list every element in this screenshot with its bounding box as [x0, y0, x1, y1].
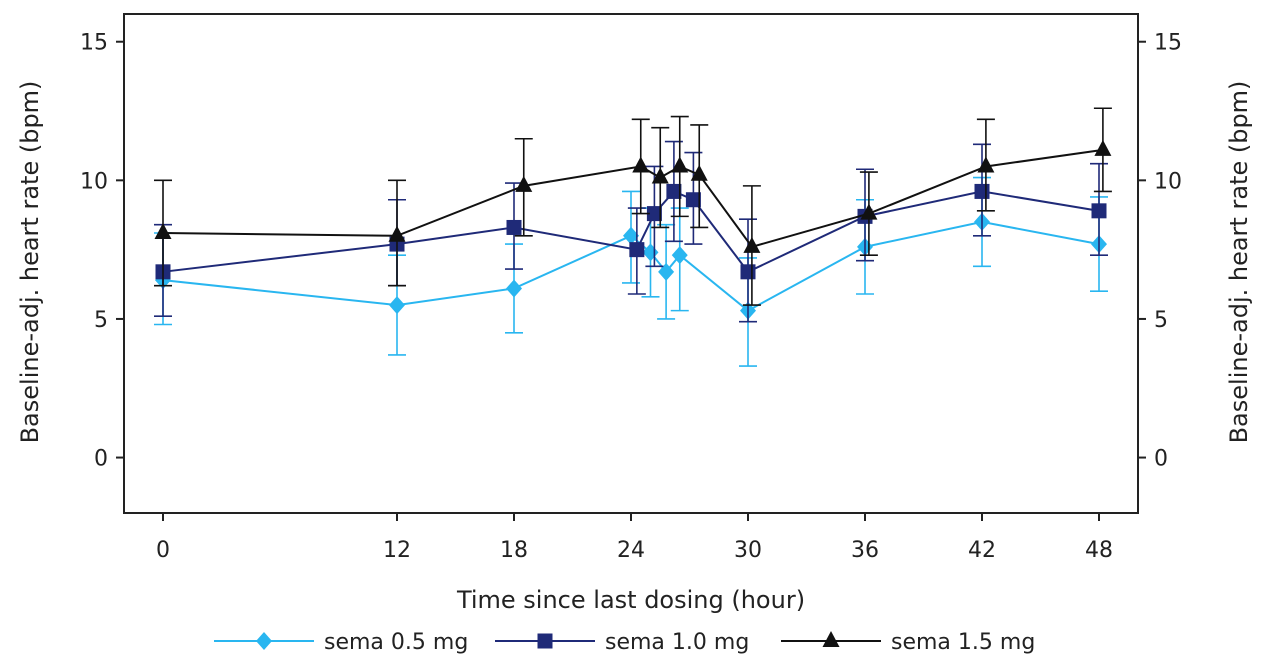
data-point-triangle	[1094, 139, 1112, 156]
x-tick-label: 30	[734, 538, 762, 563]
y-tick-label-left: 10	[80, 169, 108, 194]
data-point-triangle	[860, 203, 878, 220]
series-layer	[154, 107, 1112, 367]
right-y-axis: 0 5 10 15	[1138, 31, 1182, 472]
y-tick-label-left: 5	[94, 308, 108, 333]
data-point-diamond	[389, 296, 405, 315]
data-point-diamond	[623, 226, 639, 245]
legend-label: sema 1.5 mg	[891, 630, 1035, 655]
y-tick-label-right: 0	[1154, 447, 1168, 472]
y-tick-label-right: 5	[1154, 308, 1168, 333]
data-point-triangle	[977, 156, 995, 173]
data-point-triangle	[690, 164, 708, 181]
data-point-square	[1091, 203, 1107, 219]
data-point-square	[974, 183, 990, 199]
y-tick-label-left: 0	[94, 447, 108, 472]
x-tick-label: 36	[851, 538, 879, 563]
x-tick-label: 12	[383, 538, 411, 563]
left-y-axis: 0 5 10 15	[80, 31, 124, 472]
data-point-square	[629, 242, 645, 258]
legend-label: sema 1.0 mg	[605, 630, 749, 655]
y-tick-label-left: 15	[80, 31, 108, 56]
data-point-diamond	[671, 246, 688, 265]
y-axis-label-left: Baseline-adj. heart rate (bpm)	[16, 81, 44, 444]
data-point-triangle	[388, 225, 406, 242]
data-point-square	[740, 264, 756, 280]
x-tick-label: 18	[500, 538, 528, 563]
x-tick-label: 48	[1085, 538, 1113, 563]
data-point-triangle	[743, 236, 761, 253]
data-point-triangle	[671, 156, 689, 173]
data-point-square	[685, 192, 701, 208]
data-point-triangle	[651, 167, 669, 184]
data-point-square	[646, 206, 662, 222]
legend: sema 0.5 mg sema 1.0 mg sema 1.5 mg	[214, 630, 1035, 655]
data-point-diamond	[506, 279, 522, 298]
x-axis: 0 12 18 24 30 36 42 48	[156, 513, 1113, 563]
legend-marker-square	[537, 633, 553, 649]
y-tick-label-right: 10	[1154, 169, 1182, 194]
x-tick-label: 42	[968, 538, 996, 563]
x-axis-label: Time since last dosing (hour)	[456, 586, 805, 614]
series-3	[154, 107, 1112, 306]
legend-marker-triangle	[822, 631, 840, 647]
data-point-triangle	[154, 223, 172, 240]
y-axis-label-right: Baseline-adj. heart rate (bpm)	[1225, 81, 1253, 444]
data-point-square	[506, 219, 522, 235]
x-tick-label: 24	[617, 538, 645, 563]
data-point-diamond	[658, 262, 675, 281]
x-tick-label: 0	[156, 538, 170, 563]
legend-label: sema 0.5 mg	[324, 630, 468, 655]
data-point-square	[666, 183, 682, 199]
data-point-triangle	[515, 175, 533, 192]
series-1	[154, 176, 1108, 367]
legend-marker-diamond	[256, 632, 272, 650]
data-point-triangle	[632, 156, 650, 173]
y-tick-label-right: 15	[1154, 31, 1182, 56]
